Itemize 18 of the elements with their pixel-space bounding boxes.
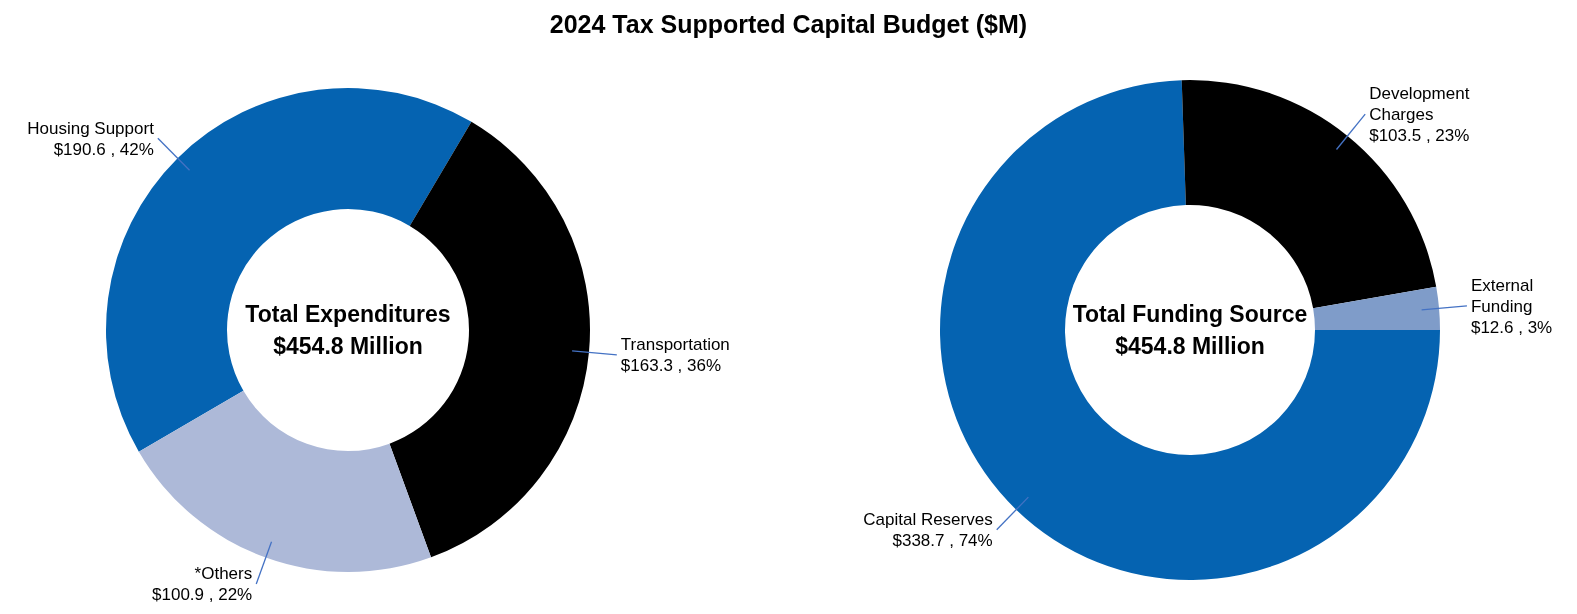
slice-label: Transportation — [620, 335, 730, 355]
data-label: $12.6 , 3% — [1470, 317, 1553, 337]
slice-label: Housing Support — [27, 118, 155, 138]
text: 2024 Tax Supported Capital Budget ($M) — [549, 10, 1028, 38]
text: Total Expenditures — [245, 301, 451, 327]
donut-slice — [1313, 286, 1440, 330]
data-label: $163.3 , 36% — [620, 356, 722, 376]
text: $454.8 Million — [273, 333, 423, 359]
slice-label: External Funding — [1470, 275, 1534, 316]
data-label: $190.6 , 42% — [53, 139, 154, 159]
slice-label: Development Charges — [1369, 84, 1470, 125]
text: Total Funding Source — [1072, 301, 1308, 327]
slice-label: Capital Reserves — [863, 510, 993, 530]
data-label: $100.9 , 22% — [152, 585, 253, 605]
text: $454.8 Million — [1115, 333, 1265, 359]
data-label: $103.5 , 23% — [1369, 126, 1470, 146]
slice-label: *Others — [194, 564, 253, 584]
data-label: $338.7 , 74% — [892, 531, 993, 551]
